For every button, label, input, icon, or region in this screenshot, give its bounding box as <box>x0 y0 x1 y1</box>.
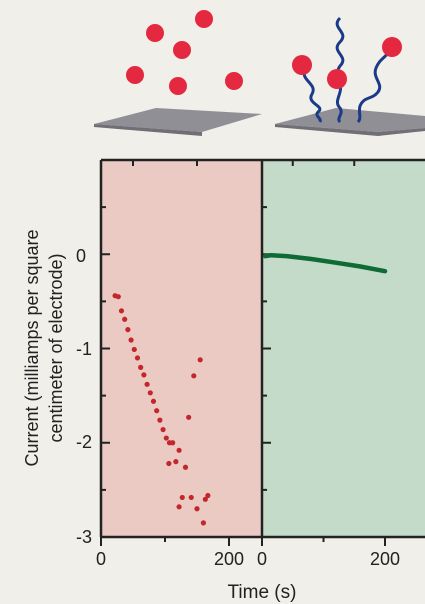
x-tick-label: 0 <box>96 549 106 569</box>
y-tick-label: -3 <box>76 527 92 547</box>
bound-molecule <box>292 55 312 75</box>
data-point <box>125 327 131 333</box>
right-electrode-edge <box>275 124 425 136</box>
molecule <box>195 10 213 28</box>
x-tick-label: 0 <box>257 549 267 569</box>
data-point <box>157 417 163 423</box>
polymer-chain <box>356 47 394 124</box>
data-point <box>202 496 208 502</box>
right-panel-background <box>262 160 425 537</box>
data-point <box>154 408 160 414</box>
data-point <box>205 492 211 499</box>
data-point <box>176 504 182 510</box>
data-point <box>200 520 206 526</box>
left-panel-background <box>101 160 262 537</box>
data-point <box>128 337 134 343</box>
y-tick-label: -2 <box>76 432 92 452</box>
left-electrode-scene <box>94 10 262 136</box>
data-point <box>166 460 172 467</box>
data-point <box>179 494 185 501</box>
y-tick-label: -1 <box>76 339 92 359</box>
right-electrode-scene <box>275 16 425 136</box>
left-electrode-edge <box>94 124 202 136</box>
data-point <box>150 398 157 404</box>
molecule <box>126 66 144 84</box>
illustration <box>94 10 425 136</box>
data-point <box>188 494 194 501</box>
polymer-chain <box>302 69 322 123</box>
data-point <box>134 355 141 361</box>
molecule <box>146 24 164 42</box>
molecule <box>169 77 187 95</box>
data-point <box>170 440 176 446</box>
data-point <box>160 426 166 433</box>
series-line <box>262 252 388 274</box>
data-point <box>138 364 144 370</box>
left-series <box>112 293 211 526</box>
y-axis-label-line1: Current (milliamps per square <box>22 229 42 466</box>
x-tick-label: 200 <box>370 549 400 569</box>
x-tick-label: 200 <box>214 549 244 569</box>
data-point <box>141 372 147 378</box>
data-point <box>197 357 203 363</box>
data-point <box>186 414 192 420</box>
bound-molecule <box>382 37 402 57</box>
data-point <box>118 308 125 314</box>
data-point <box>122 316 128 322</box>
molecule <box>173 41 191 59</box>
x-axis-label: Time (s) <box>228 582 297 603</box>
data-point <box>176 447 182 453</box>
molecule <box>225 72 243 90</box>
bound-molecule <box>327 69 347 89</box>
data-point <box>194 506 200 512</box>
right-electrode-plate <box>275 108 425 132</box>
data-point <box>147 390 153 396</box>
data-point <box>191 373 197 379</box>
left-electrode-plate <box>94 108 262 132</box>
data-point <box>115 294 121 300</box>
y-axis-label-line2: centimeter of electrode) <box>46 253 66 442</box>
data-point <box>173 459 179 465</box>
y-tick-label: 0 <box>76 246 86 266</box>
data-point <box>131 346 137 353</box>
right-series <box>262 252 388 274</box>
data-point <box>144 381 150 387</box>
data-point <box>163 435 169 441</box>
data-point <box>182 464 189 470</box>
